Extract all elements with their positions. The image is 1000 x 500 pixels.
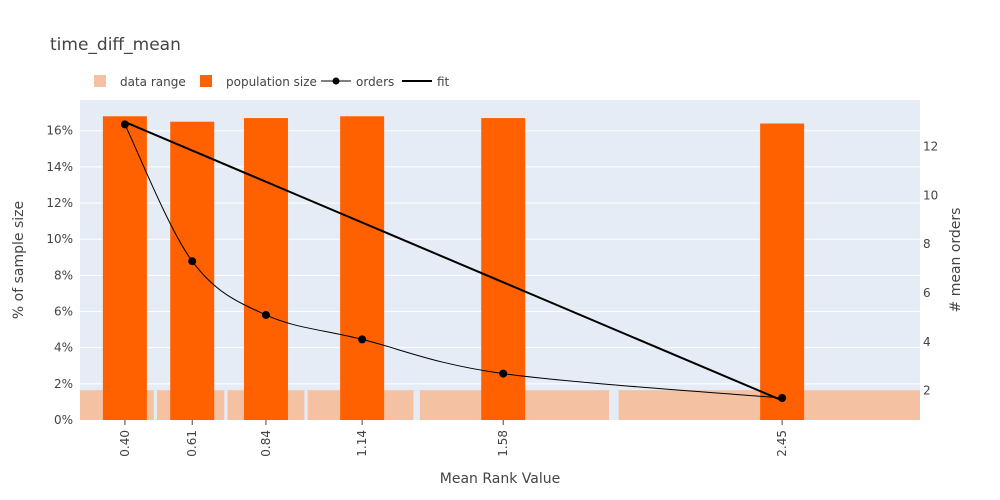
orders-marker [358, 335, 367, 344]
orders-line [124, 124, 783, 399]
orders-marker [778, 394, 787, 403]
legend-label-orders: orders [356, 75, 394, 89]
y2-axis-ticks: 2 4 6 8 10 12 [923, 139, 938, 397]
legend-label-population-size: population size [226, 75, 317, 89]
y-tick-label: 0% [54, 413, 73, 427]
y2-tick-label: 4 [923, 335, 931, 349]
y2-tick-label: 8 [923, 237, 931, 251]
y-tick-label: 2% [54, 377, 73, 391]
x-axis-label: Mean Rank Value [440, 471, 560, 487]
legend-swatch-population-size [200, 75, 212, 87]
legend-swatch-data-range [94, 75, 106, 87]
y-tick-label: 12% [46, 196, 73, 210]
fit-line [124, 121, 783, 402]
y-axis-ticks: 0% 2% 4% 6% 8% 10% 12% 14% 16% [46, 124, 73, 427]
legend-label-data-range: data range [120, 75, 186, 89]
x-tick-label: 0.40 [118, 430, 132, 457]
y2-tick-label: 12 [923, 139, 938, 153]
orders-marker [188, 257, 197, 266]
y-tick-label: 14% [46, 160, 73, 174]
x-tick-label: 2.45 [775, 430, 789, 457]
y-tick-label: 16% [46, 124, 73, 138]
x-tick-label: 1.58 [496, 430, 510, 457]
legend-item-population-size[interactable]: population size [200, 75, 317, 89]
y2-tick-label: 2 [923, 384, 931, 398]
x-tick-label: 0.84 [259, 430, 273, 457]
orders-marker [120, 120, 129, 129]
population-size-bar [760, 123, 805, 421]
y-tick-label: 6% [54, 305, 73, 319]
legend-item-fit[interactable]: fit [402, 75, 450, 89]
y2-tick-label: 6 [923, 286, 931, 300]
y2-axis-label: # mean orders [948, 208, 964, 313]
legend-item-orders[interactable]: orders [321, 75, 394, 89]
orders-marker [499, 369, 508, 378]
y-tick-label: 8% [54, 268, 73, 282]
legend-label-fit: fit [437, 75, 450, 89]
y2-tick-label: 10 [923, 188, 938, 202]
population-size-bar [340, 116, 385, 421]
legend-marker-orders [332, 77, 340, 85]
chart-title: time_diff_mean [50, 35, 181, 55]
population-size-bar [102, 116, 147, 421]
population-size-bar [170, 121, 215, 420]
population-size-bar [243, 118, 288, 420]
legend[interactable]: data range population size orders fit [94, 75, 450, 89]
orders-marker [261, 310, 270, 319]
y-tick-label: 10% [46, 232, 73, 246]
x-tick-label: 1.14 [355, 430, 369, 457]
series-lines [120, 120, 787, 403]
x-axis-ticks: 0.40 0.61 0.84 1.14 1.58 2.45 [118, 420, 789, 457]
y-tick-label: 4% [54, 341, 73, 355]
x-tick-label: 0.61 [185, 430, 199, 457]
y-axis-label: % of sample size [11, 201, 27, 319]
legend-item-data-range[interactable]: data range [94, 75, 186, 89]
